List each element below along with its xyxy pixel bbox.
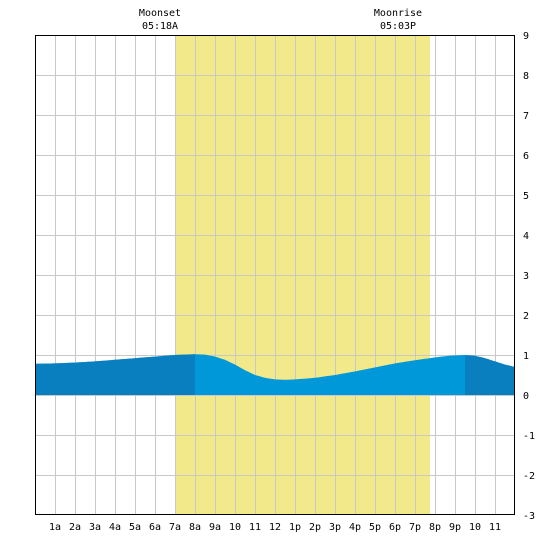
- x-tick-label: 7a: [169, 522, 181, 533]
- x-tick-label: 8a: [189, 522, 201, 533]
- x-tick-label: 2a: [69, 522, 81, 533]
- x-tick-label: 9a: [209, 522, 221, 533]
- y-tick-label: 7: [523, 111, 529, 122]
- x-tick-label: 11: [489, 522, 501, 533]
- y-tick-label: 1: [523, 351, 529, 362]
- y-tick-label: 2: [523, 311, 529, 322]
- plot-border: [35, 35, 515, 515]
- moonset-time: 05:18A: [142, 21, 178, 32]
- x-tick-label: 12: [269, 522, 281, 533]
- y-tick-label: 3: [523, 271, 529, 282]
- tide-area-layer: [35, 354, 515, 395]
- x-tick-label: 4p: [349, 522, 361, 533]
- y-tick-label: -2: [523, 471, 535, 482]
- plot-frame-layer: [35, 35, 515, 515]
- y-tick-label: 6: [523, 151, 529, 162]
- x-tick-label: 7p: [409, 522, 421, 533]
- y-tick-label: 9: [523, 31, 529, 42]
- x-tick-label: 6a: [149, 522, 161, 533]
- x-tick-label: 5a: [129, 522, 141, 533]
- x-tick-label: 4a: [109, 522, 121, 533]
- y-tick-label: 4: [523, 231, 529, 242]
- grid-layer: [35, 35, 515, 515]
- x-tick-label: 1a: [49, 522, 61, 533]
- x-tick-label: 1p: [289, 522, 301, 533]
- x-tick-label: 10: [469, 522, 481, 533]
- x-tick-label: 3p: [329, 522, 341, 533]
- x-tick-label: 6p: [389, 522, 401, 533]
- moonrise-time: 05:03P: [380, 21, 416, 32]
- moonrise-label: Moonrise: [374, 8, 422, 19]
- x-tick-label: 3a: [89, 522, 101, 533]
- y-tick-label: -3: [523, 511, 535, 522]
- x-tick-label: 2p: [309, 522, 321, 533]
- x-tick-label: 9p: [449, 522, 461, 533]
- y-tick-label: 8: [523, 71, 529, 82]
- tide-area-night: [35, 354, 195, 395]
- y-tick-label: 5: [523, 191, 529, 202]
- y-tick-label: -1: [523, 431, 535, 442]
- y-tick-label: 0: [523, 391, 529, 402]
- tide-area-night: [465, 355, 515, 395]
- moonset-label: Moonset: [139, 8, 181, 19]
- x-tick-label: 11: [249, 522, 261, 533]
- x-tick-label: 5p: [369, 522, 381, 533]
- x-tick-label: 8p: [429, 522, 441, 533]
- x-tick-label: 10: [229, 522, 241, 533]
